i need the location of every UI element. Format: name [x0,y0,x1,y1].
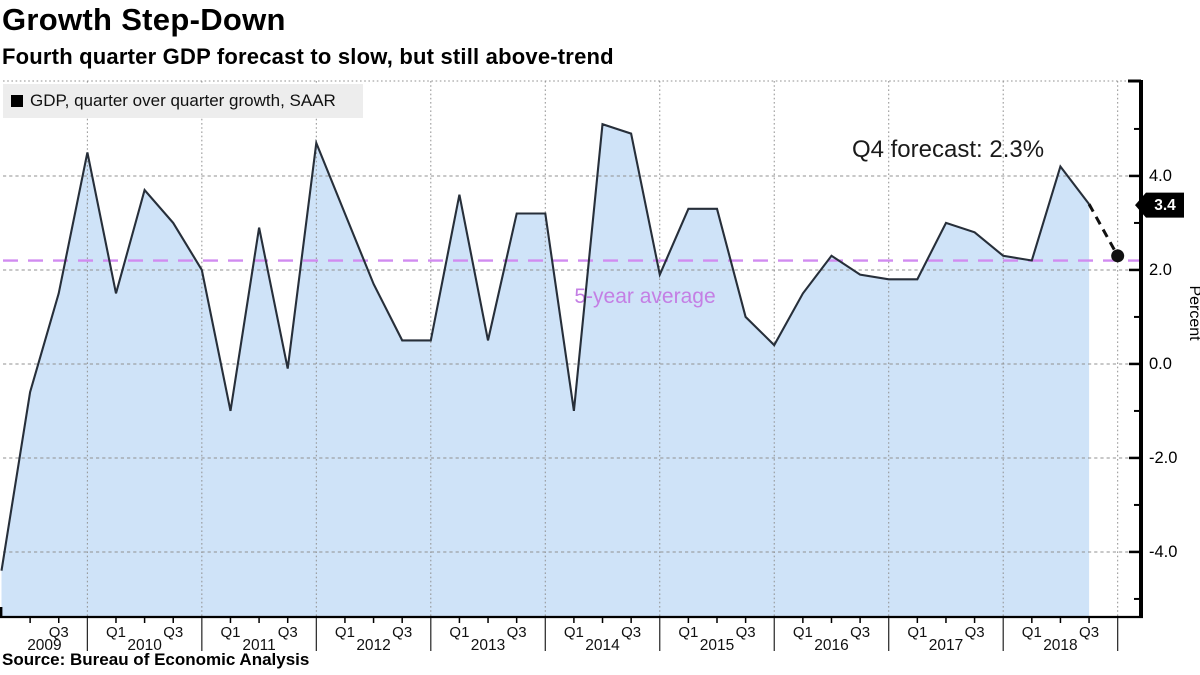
x-tick-label-q1: Q1 [907,624,927,641]
x-tick-label-q3: Q3 [392,624,412,641]
source-note: Source: Bureau of Economic Analysis [2,650,310,669]
x-year-label: 2010 [127,637,162,654]
x-year-label: 2015 [700,637,734,654]
x-tick-label-q3: Q3 [278,624,298,641]
x-tick-label-q1: Q1 [793,624,813,641]
forecast-dashed-line [1087,203,1119,257]
y-tick-label: 4.0 [1149,167,1172,185]
forecast-dot [1111,249,1125,263]
x-tick-label-q1: Q1 [335,624,355,641]
last-value-badge [1135,192,1184,218]
x-tick-label-q3: Q3 [736,624,756,641]
x-year-label: 2011 [242,637,275,654]
x-tick-label-q3: Q3 [965,624,985,641]
page-title: Growth Step-Down [2,2,286,37]
y-axis-unit-label: Percent [1186,285,1200,341]
legend-label: GDP, quarter over quarter growth, SAAR [30,91,336,110]
x-year-label: 2012 [356,637,390,654]
x-tick-label-q3: Q3 [507,624,527,641]
x-tick-label-q1: Q1 [220,624,240,641]
x-tick-label-q1: Q1 [1022,624,1042,641]
x-year-label: 2009 [27,637,61,654]
x-tick-label-q3: Q3 [49,624,69,641]
page-subtitle: Fourth quarter GDP forecast to slow, but… [2,44,614,69]
x-tick-label-q1: Q1 [564,624,584,641]
y-tick-label: -4.0 [1149,543,1177,561]
x-year-label: 2014 [585,637,620,654]
gdp-area-fill [1,124,1090,617]
five-year-average-label: 5-year average [574,285,715,308]
x-year-label: 2017 [929,637,963,654]
y-tick-label: 2.0 [1149,261,1172,279]
y-tick-label: -2.0 [1149,449,1177,467]
x-tick-label-q3: Q3 [621,624,641,641]
x-tick-label-q3: Q3 [850,624,870,641]
x-tick-label-q3: Q3 [163,624,183,641]
forecast-annotation: Q4 forecast: 2.3% [852,136,1044,163]
legend-swatch-icon [11,95,23,107]
x-tick-label-q1: Q1 [106,624,126,641]
x-tick-label-q1: Q1 [449,624,469,641]
x-year-label: 2016 [814,637,848,654]
x-tick-label-q1: Q1 [678,624,698,641]
x-year-label: 2013 [471,637,505,654]
legend: GDP, quarter over quarter growth, SAAR [3,84,363,118]
last-value-badge-label: 3.4 [1154,197,1176,214]
y-tick-label: 0.0 [1149,355,1172,373]
x-tick-label-q3: Q3 [1079,624,1099,641]
gdp-line [0,122,1090,571]
x-year-label: 2018 [1043,637,1077,654]
